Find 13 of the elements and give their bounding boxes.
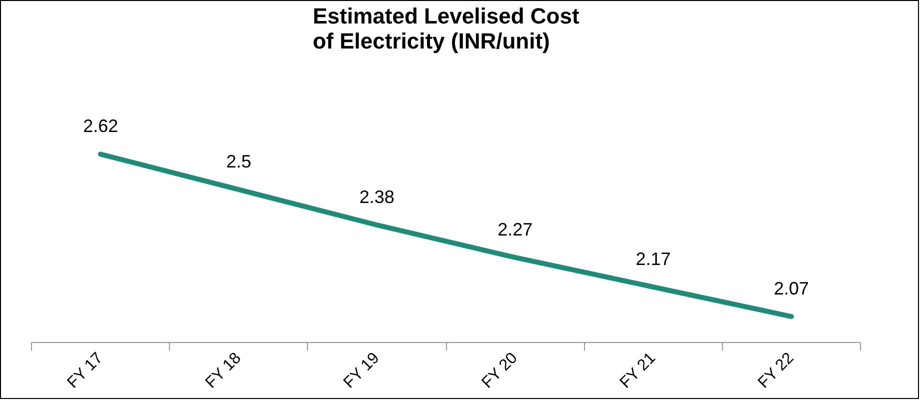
data-label: 2.62	[83, 116, 118, 136]
x-tick-label: FY 19	[340, 350, 383, 392]
x-tick-label: FY 22	[755, 350, 798, 392]
chart-title: Estimated Levelised Cost of Electricity (INR/unit)	[312, 4, 580, 54]
data-label: 2.17	[636, 249, 671, 270]
x-tick-label: FY 17	[64, 350, 106, 392]
data-label: 2.07	[774, 278, 809, 299]
x-tick-label: FY 21	[617, 350, 660, 392]
data-label: 2.27	[498, 219, 533, 240]
x-tick-label: FY 18	[202, 350, 245, 392]
x-tick-label: FY 20	[478, 350, 521, 392]
data-label: 2.5	[226, 152, 252, 172]
data-label: 2.38	[359, 187, 394, 208]
